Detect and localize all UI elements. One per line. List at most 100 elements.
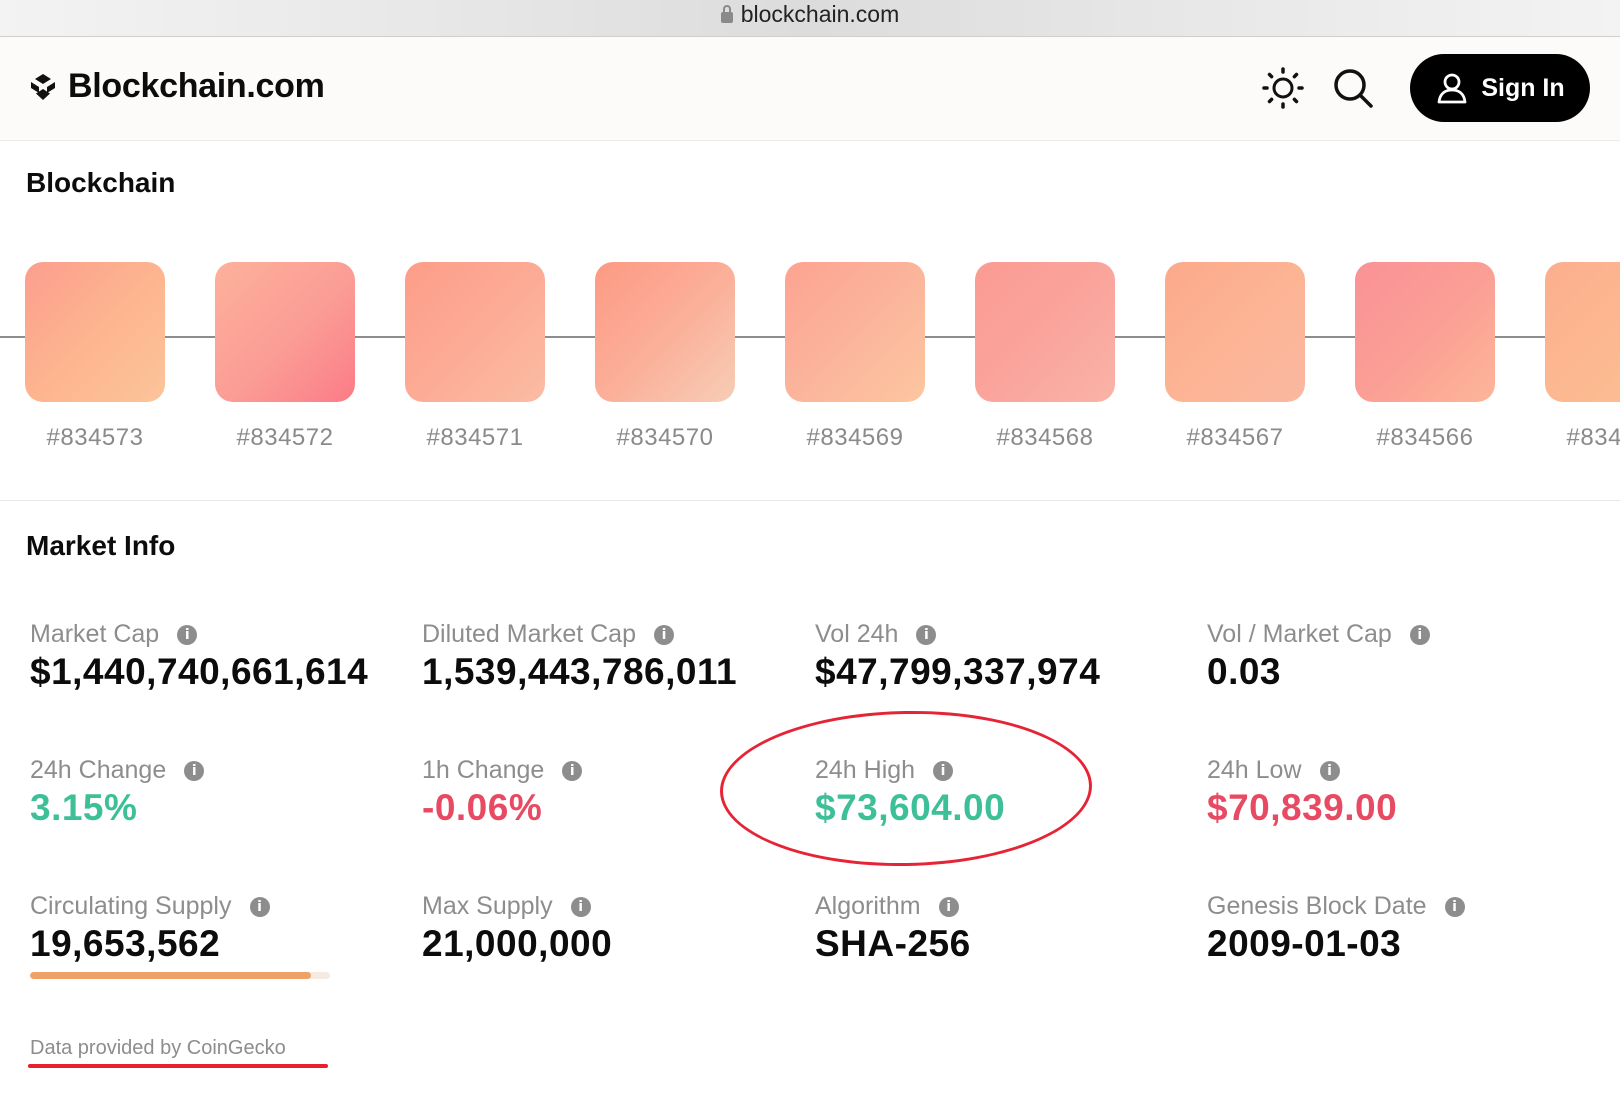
1h-change-metric: 1h Change i -0.06% [422,756,583,829]
24h-low-metric: 24h Low i $70,839.00 [1207,756,1397,829]
genesis-block-date-metric: Genesis Block Date i 2009-01-03 [1207,892,1465,965]
block-tile[interactable] [1545,262,1620,402]
block-height-label[interactable]: #834571 [426,424,524,451]
block-height-label[interactable]: #834573 [46,424,144,451]
info-icon[interactable]: i [1319,760,1340,781]
info-icon[interactable]: i [938,896,959,917]
info-icon[interactable]: i [653,624,674,645]
url-text: blockchain.com [740,1,900,27]
block-tile[interactable] [785,262,925,402]
circulating-supply-label: Circulating Supply i [30,892,270,921]
vol-market-cap-metric: Vol / Market Cap i 0.03 [1207,620,1430,693]
info-icon[interactable]: i [177,624,198,645]
24h-high-value: $73,604.00 [815,787,1006,828]
info-icon[interactable]: i [562,760,583,781]
metric-label-text: Algorithm [815,892,921,920]
block-height-label[interactable]: #834568 [996,424,1094,451]
blockchain-logo-icon [31,73,55,100]
24h-high-label: 24h High i [815,756,1005,785]
circulating-supply-metric: Circulating Supply i 19,653,562 [30,892,270,965]
metric-label-text: 1h Change [422,756,545,784]
circulating-supply-value: 19,653,562 [30,923,221,964]
metric-label-text: Genesis Block Date [1207,892,1427,920]
block-carousel[interactable]: #834573 #834572 #834571 #834570 #834569 #8345… [0,262,1620,462]
annotation-underline [28,1064,328,1068]
site-header: Blockchain.com Sign In [0,37,1620,141]
block-tile[interactable] [975,262,1115,402]
24h-change-value: 3.15% [30,787,138,828]
circulating-supply-progress-bar [30,972,330,979]
market-cap-metric: Market Cap i $1,440,740,661,614 [30,620,368,693]
info-icon[interactable]: i [1444,896,1465,917]
sign-in-button[interactable]: Sign In [1410,54,1590,122]
24h-high-metric: 24h High i $73,604.00 [815,756,1005,829]
info-icon[interactable]: i [1409,624,1430,645]
brand-logo[interactable]: Blockchain.com [28,67,325,106]
24h-change-label: 24h Change i [30,756,205,785]
sign-in-label: Sign In [1481,73,1565,102]
info-icon[interactable]: i [916,624,937,645]
block-height-label[interactable]: #834566 [1376,424,1474,451]
brand-name: Blockchain.com [68,67,325,105]
max-supply-metric: Max Supply i 21,000,000 [422,892,612,965]
24h-low-value: $70,839.00 [1207,787,1398,828]
block-tile[interactable] [1165,262,1305,402]
block-height-label[interactable]: #834569 [806,424,904,451]
metric-label-text: Vol 24h [815,620,899,648]
vol-24h-value: $47,799,337,974 [815,651,1101,692]
block-height-label[interactable]: #834567 [1186,424,1284,451]
max-supply-label: Max Supply i [422,892,612,921]
lock-icon [720,5,733,23]
block-tile[interactable] [595,262,735,402]
theme-toggle-button[interactable] [1260,65,1306,111]
info-icon[interactable]: i [249,896,270,917]
search-button[interactable] [1330,65,1376,111]
vol-24h-metric: Vol 24h i $47,799,337,974 [815,620,1100,693]
1h-change-value: -0.06% [422,787,543,828]
vol-market-cap-value: 0.03 [1207,651,1282,692]
algorithm-label: Algorithm i [815,892,971,921]
metric-label-text: 24h Change [30,756,167,784]
metric-label-text: Circulating Supply [30,892,232,920]
metric-label-text: 24h Low [1207,756,1302,784]
info-icon[interactable]: i [933,760,954,781]
diluted-market-cap-label: Diluted Market Cap i [422,620,737,649]
genesis-block-date-value: 2009-01-03 [1207,923,1402,964]
section-divider [0,500,1620,501]
24h-change-metric: 24h Change i 3.15% [30,756,205,829]
block-tile[interactable] [25,262,165,402]
1h-change-label: 1h Change i [422,756,583,785]
block-height-label[interactable]: #834565 [1566,424,1620,451]
annotation-circle [718,707,1094,870]
user-icon [1437,73,1467,104]
block-tile[interactable] [405,262,545,402]
block-tile[interactable] [215,262,355,402]
metric-label-text: Market Cap [30,620,160,648]
market-info-title: Market Info [26,530,176,561]
info-icon[interactable]: i [184,760,205,781]
diluted-market-cap-value: 1,539,443,786,011 [422,651,738,692]
info-icon[interactable]: i [570,896,591,917]
url-display[interactable]: blockchain.com [0,0,1620,28]
genesis-block-date-label: Genesis Block Date i [1207,892,1465,921]
browser-url-bar[interactable]: blockchain.com [0,0,1620,37]
diluted-market-cap-metric: Diluted Market Cap i 1,539,443,786,011 [422,620,737,693]
search-icon [1334,69,1373,108]
blockchain-section-title: Blockchain [26,167,176,198]
metric-label-text: Diluted Market Cap [422,620,636,648]
block-height-label[interactable]: #834570 [616,424,714,451]
market-cap-value: $1,440,740,661,614 [30,651,369,692]
metric-label-text: 24h High [815,756,916,784]
metric-label-text: Max Supply [422,892,553,920]
block-height-label[interactable]: #834572 [236,424,334,451]
block-tile[interactable] [1355,262,1495,402]
24h-low-label: 24h Low i [1207,756,1397,785]
supply-progress-fill [30,972,311,979]
algorithm-metric: Algorithm i SHA-256 [815,892,971,965]
market-cap-label: Market Cap i [30,620,368,649]
data-credit-link[interactable]: Data provided by CoinGecko [30,1037,286,1059]
vol-market-cap-label: Vol / Market Cap i [1207,620,1430,649]
vol-24h-label: Vol 24h i [815,620,1100,649]
sun-icon [1262,67,1304,109]
metric-label-text: Vol / Market Cap [1207,620,1392,648]
